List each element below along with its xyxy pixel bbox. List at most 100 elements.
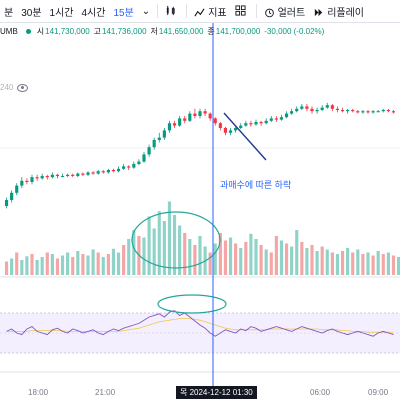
candle-body: [361, 111, 365, 113]
candle-body: [366, 111, 370, 113]
volume-bar: [346, 248, 350, 275]
candle: [325, 102, 329, 109]
volume-bar: [178, 225, 182, 275]
candle-body: [264, 120, 268, 124]
volume-bar: [127, 239, 131, 275]
volume-bar: [340, 251, 345, 275]
volume-bar: [249, 233, 253, 275]
indicators-label: 지표: [208, 7, 227, 19]
candle: [45, 174, 49, 180]
time-tick-0900: 09:00: [368, 388, 389, 397]
candle: [381, 108, 385, 113]
volume-bar: [290, 246, 294, 275]
timeframe-min[interactable]: 분: [4, 7, 14, 19]
volume-bar: [183, 233, 187, 275]
rsi-highlight-circle[interactable]: [157, 294, 227, 314]
candle-body: [15, 185, 19, 193]
candle-body: [162, 130, 166, 138]
volume-bar: [356, 249, 360, 275]
eye-icon[interactable]: [17, 83, 29, 92]
candle: [10, 190, 14, 203]
candle: [122, 164, 126, 170]
candle: [269, 116, 273, 122]
volume-bar: [147, 216, 151, 275]
volume-bar: [366, 252, 370, 275]
volume-bar: [86, 255, 90, 275]
candle-body: [101, 171, 105, 173]
volume-bar: [223, 240, 228, 275]
candle-body: [30, 177, 34, 182]
high-value: 141,736,000: [102, 26, 147, 36]
time-tick-0600: 06:00: [310, 388, 331, 397]
candle-body: [310, 108, 314, 112]
candle-body: [279, 117, 284, 120]
candle-body: [157, 137, 161, 140]
candle-body: [183, 118, 187, 121]
candle: [50, 172, 54, 179]
volume-bar: [315, 251, 319, 275]
volume-highlight-circle[interactable]: [131, 211, 221, 269]
timeframe-dropdown-icon[interactable]: ⌄: [141, 5, 151, 17]
candle-body: [147, 147, 151, 155]
volume-bar: [25, 256, 29, 275]
volume-bar: [172, 215, 177, 275]
candle-body: [198, 111, 202, 116]
annotation-text[interactable]: 과매수에 따른 하락: [220, 180, 292, 190]
candle-body: [381, 110, 385, 112]
candle: [142, 152, 146, 163]
volume-bar: [111, 248, 116, 275]
candle: [315, 107, 319, 114]
candle: [376, 110, 380, 113]
candle-body: [122, 166, 126, 169]
candle: [274, 116, 278, 122]
candle-body: [218, 123, 222, 128]
volume-bar: [66, 252, 70, 275]
toolbar-divider: [255, 4, 257, 18]
candle: [290, 108, 294, 115]
candle-body: [55, 174, 60, 176]
candle: [183, 116, 187, 124]
volume-bar: [81, 254, 85, 275]
alarm-clock-icon: [264, 8, 274, 17]
volume-bar: [162, 221, 166, 275]
candle: [127, 165, 131, 170]
volume-bar: [50, 254, 54, 275]
volume-bar: [45, 252, 49, 275]
alert-label: 얼러트: [277, 7, 306, 19]
volume-bar: [386, 252, 390, 275]
candle-body: [376, 111, 380, 113]
candle: [116, 166, 121, 173]
volume-bar: [15, 252, 19, 275]
alert-button[interactable]: 얼러트: [260, 4, 310, 19]
high-label: 고: [93, 26, 102, 36]
candle-body: [172, 123, 177, 126]
timeframe-15m[interactable]: 15분: [113, 7, 134, 19]
candle-body: [127, 166, 131, 168]
timeframe-4h[interactable]: 4시간: [81, 7, 106, 19]
candle-body: [325, 105, 329, 108]
candle: [66, 173, 70, 178]
timeframe-1h[interactable]: 1시간: [49, 7, 74, 19]
volume-bar: [122, 245, 126, 275]
layout-grid-icon[interactable]: [231, 5, 253, 17]
candle: [366, 110, 370, 114]
time-tick-1800: 18:00: [28, 388, 49, 397]
symbol-ticker[interactable]: UMB: [0, 26, 18, 36]
replay-label: 리플레이: [327, 7, 365, 19]
replay-button[interactable]: 리플레이: [309, 4, 368, 19]
candle: [300, 104, 304, 110]
candle: [152, 137, 156, 150]
volume-bar: [274, 236, 278, 275]
candle-body: [25, 180, 29, 182]
chart-type-icon[interactable]: [161, 5, 183, 17]
volume-bar: [106, 254, 110, 275]
candle-body: [274, 118, 278, 120]
trend-line-drawing[interactable]: [223, 112, 267, 161]
symbol-info-bar: UMB 시 141,730,000 고 141,736,000 저 141,650,0…: [0, 24, 328, 38]
volume-bar: [376, 251, 380, 275]
candle-body: [86, 172, 90, 175]
timeframe-30m[interactable]: 30분: [21, 7, 42, 19]
indicators-button[interactable]: 지표: [190, 4, 230, 19]
candle: [371, 110, 375, 114]
